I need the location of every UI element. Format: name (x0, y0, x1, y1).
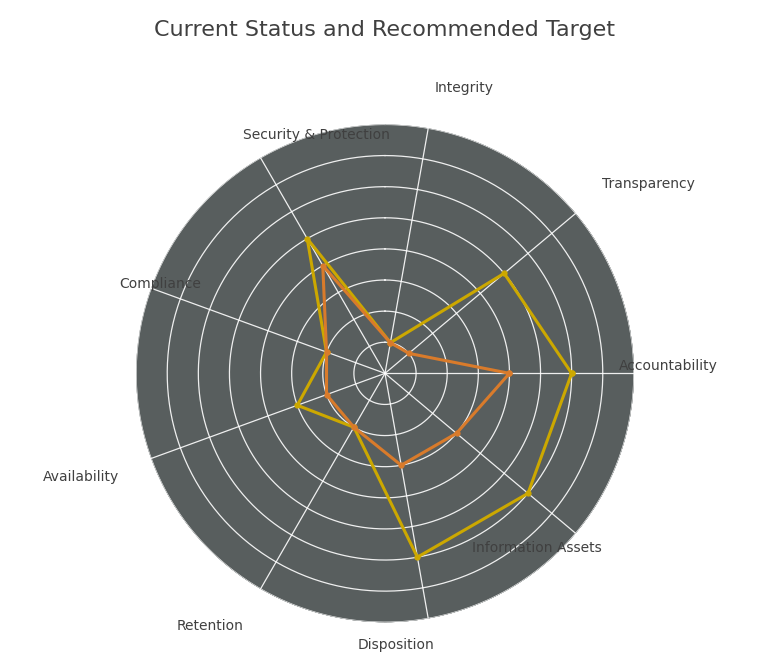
Text: Disposition: Disposition (357, 638, 434, 652)
Text: Information Assets: Information Assets (472, 541, 602, 555)
Text: Compliance: Compliance (119, 276, 201, 291)
Text: Availability: Availability (42, 470, 119, 484)
Text: Retention: Retention (176, 618, 243, 633)
Text: Accountability: Accountability (618, 360, 718, 373)
Text: Transparency: Transparency (602, 178, 695, 191)
Text: Current Status and Recommended Target: Current Status and Recommended Target (155, 20, 615, 40)
Text: Security & Protection: Security & Protection (243, 128, 390, 142)
Text: Integrity: Integrity (434, 81, 493, 94)
